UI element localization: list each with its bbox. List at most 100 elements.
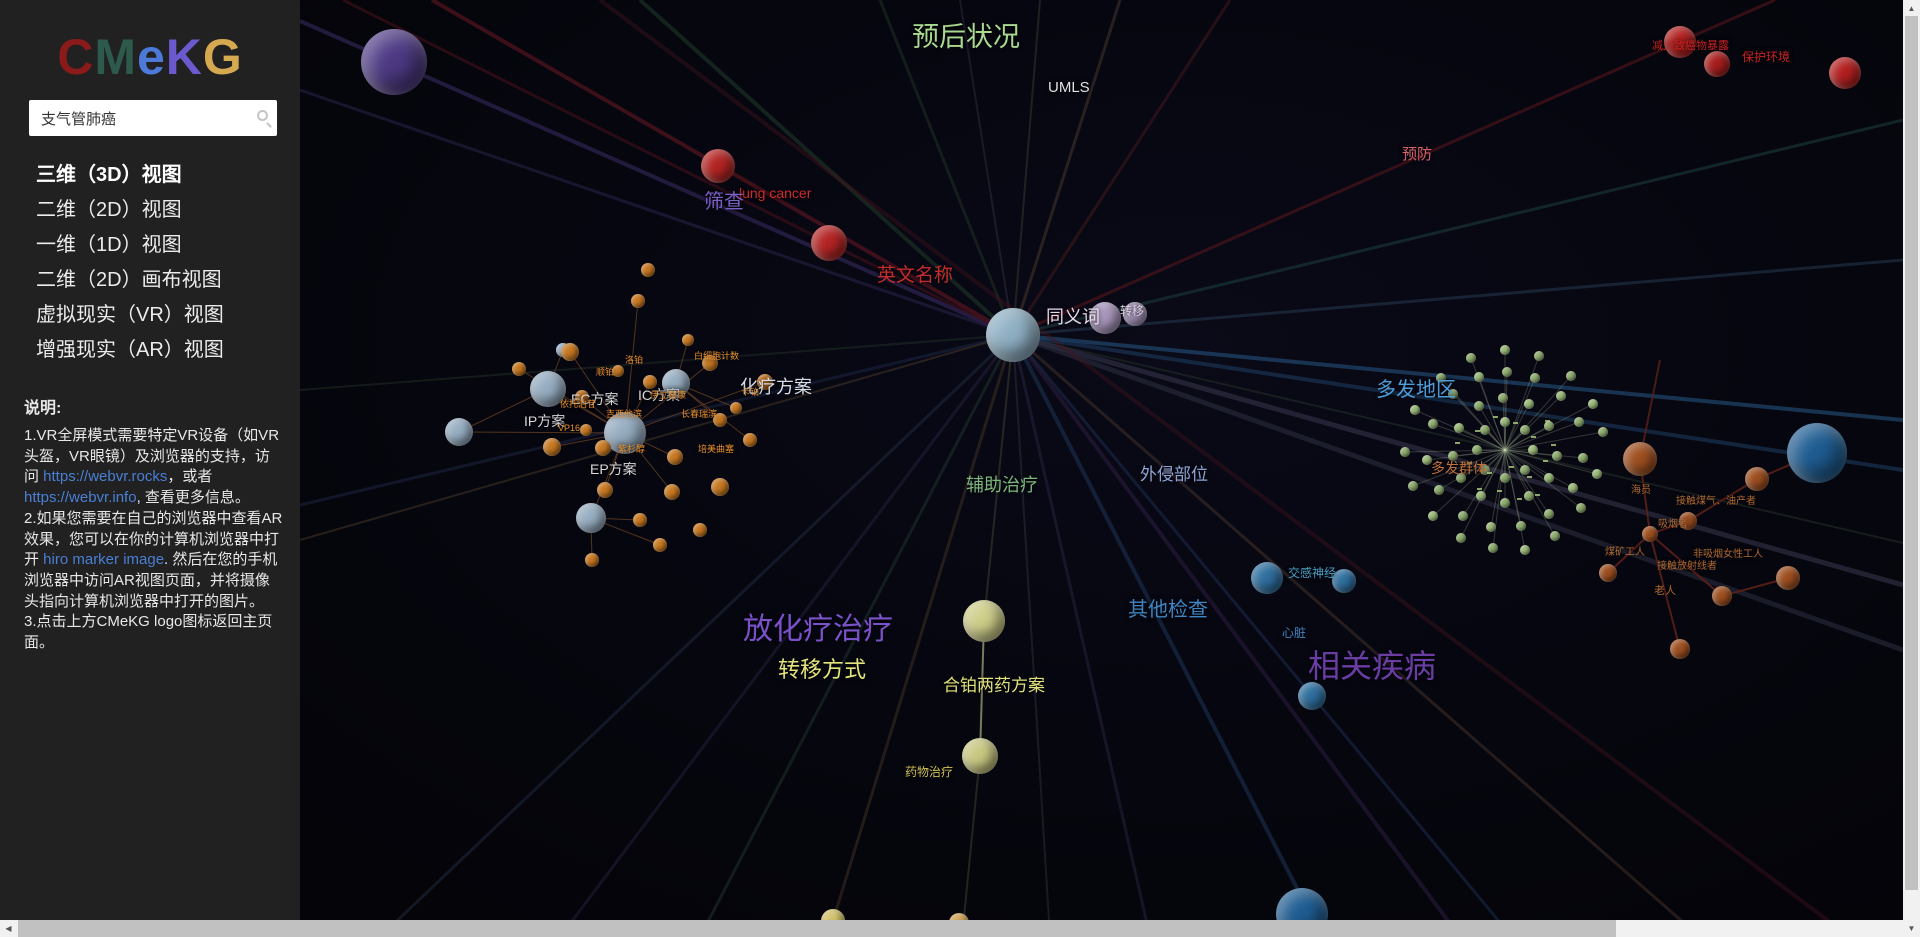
graph-node[interactable]	[1466, 353, 1476, 363]
graph-node[interactable]	[653, 538, 667, 552]
graph-node[interactable]	[664, 484, 680, 500]
graph-node[interactable]	[1599, 564, 1617, 582]
graph-node[interactable]	[1787, 423, 1847, 483]
sidebar-menu-item-4[interactable]: 虚拟现实（VR）视图	[36, 304, 224, 326]
graph-node[interactable]	[1574, 417, 1584, 427]
graph-node[interactable]	[631, 294, 645, 308]
scroll-down-icon[interactable]: ▼	[1907, 924, 1916, 933]
graph-node[interactable]	[1251, 562, 1283, 594]
sidebar-menu-item-2[interactable]: 一维（1D）视图	[36, 234, 182, 256]
instruction-link[interactable]: https://webvr.info	[24, 489, 137, 507]
graph-node[interactable]	[1400, 447, 1410, 457]
graph-node[interactable]	[1566, 371, 1576, 381]
graph-node[interactable]	[711, 478, 729, 496]
graph-node[interactable]	[667, 449, 683, 465]
graph-node[interactable]	[1123, 302, 1147, 326]
graph-node[interactable]	[730, 402, 742, 414]
graph-node[interactable]	[1474, 401, 1484, 411]
graph-node[interactable]	[585, 553, 599, 567]
graph-node[interactable]	[1500, 345, 1510, 355]
graph-node[interactable]	[1474, 372, 1484, 382]
graph-node[interactable]	[1410, 405, 1420, 415]
graph-node[interactable]	[1500, 473, 1510, 483]
graph-node[interactable]	[1089, 302, 1121, 334]
graph-node[interactable]	[1428, 511, 1438, 521]
graph-node[interactable]	[1528, 445, 1538, 455]
search-input[interactable]	[29, 100, 277, 136]
graph-node[interactable]	[1428, 419, 1438, 429]
graph-node[interactable]	[1829, 57, 1861, 89]
graph-node[interactable]	[597, 482, 613, 498]
graph-node[interactable]	[757, 374, 773, 390]
graph-node[interactable]	[1524, 491, 1534, 501]
graph-node[interactable]	[633, 513, 647, 527]
graph-node[interactable]	[1408, 481, 1418, 491]
graph-node[interactable]	[530, 371, 566, 407]
graph-node[interactable]	[1712, 586, 1732, 606]
graph-node[interactable]	[1592, 469, 1602, 479]
graph-node[interactable]	[1544, 473, 1554, 483]
graph-node[interactable]	[1534, 351, 1544, 361]
instruction-link[interactable]: hiro marker image	[43, 551, 165, 569]
graph-node[interactable]	[1588, 399, 1598, 409]
graph-node[interactable]	[821, 909, 845, 920]
graph-node[interactable]	[1598, 427, 1608, 437]
graph-node[interactable]	[1520, 425, 1530, 435]
graph-node[interactable]	[1568, 483, 1578, 493]
graph-node[interactable]	[713, 413, 727, 427]
graph-node[interactable]	[1576, 503, 1586, 513]
graph-node[interactable]	[1776, 566, 1800, 590]
graph-node[interactable]	[1486, 522, 1496, 532]
graph-node[interactable]	[604, 412, 646, 454]
graph-3d-canvas[interactable]: 预后状况 UMLS 预防 lung cancer 筛查 英文名称 同义词 转移 化疗方案 EC方案…	[0, 0, 1903, 920]
graph-node[interactable]	[1448, 451, 1458, 461]
graph-node[interactable]	[1516, 521, 1526, 531]
graph-node[interactable]	[1670, 639, 1690, 659]
graph-node[interactable]	[1422, 455, 1432, 465]
horizontal-scrollbar-thumb[interactable]	[18, 920, 1616, 937]
sidebar-menu-item-1[interactable]: 二维（2D）视图	[36, 199, 182, 221]
graph-node[interactable]	[1745, 467, 1769, 491]
graph-node[interactable]	[949, 913, 969, 920]
graph-node[interactable]	[1456, 473, 1466, 483]
graph-node[interactable]	[1550, 531, 1560, 541]
graph-node[interactable]	[1500, 498, 1510, 508]
graph-node[interactable]	[1480, 465, 1490, 475]
graph-node[interactable]	[1456, 533, 1466, 543]
graph-node[interactable]	[1552, 451, 1562, 461]
graph-node[interactable]	[662, 369, 690, 397]
instruction-link[interactable]: https://webvr.rocks	[43, 468, 168, 486]
vertical-scrollbar[interactable]: ▲ ▼	[1903, 0, 1920, 937]
graph-node[interactable]	[445, 418, 473, 446]
scroll-up-icon[interactable]: ▲	[1907, 4, 1916, 13]
graph-node[interactable]	[595, 440, 611, 456]
graph-node[interactable]	[1298, 682, 1326, 710]
graph-node[interactable]	[1664, 26, 1696, 58]
scroll-left-icon[interactable]: ◀	[5, 924, 12, 933]
graph-node[interactable]	[1520, 465, 1530, 475]
graph-node[interactable]	[1500, 417, 1510, 427]
graph-node[interactable]	[1578, 453, 1588, 463]
vertical-scrollbar-thumb[interactable]	[1905, 16, 1918, 890]
graph-node[interactable]	[512, 362, 526, 376]
graph-node[interactable]	[1472, 445, 1482, 455]
graph-node[interactable]	[1454, 423, 1464, 433]
graph-node[interactable]	[1704, 51, 1730, 77]
graph-node[interactable]	[1642, 526, 1658, 542]
graph-node[interactable]	[1488, 543, 1498, 553]
graph-node[interactable]	[643, 375, 657, 389]
graph-node[interactable]	[1544, 421, 1554, 431]
graph-node[interactable]	[1556, 391, 1566, 401]
graph-node[interactable]	[361, 29, 427, 95]
graph-node[interactable]	[1480, 425, 1490, 435]
graph-node[interactable]	[811, 225, 847, 261]
graph-node[interactable]	[1544, 509, 1554, 519]
graph-node[interactable]	[743, 433, 757, 447]
graph-node[interactable]	[1498, 393, 1508, 403]
graph-node[interactable]	[580, 424, 592, 436]
graph-node[interactable]	[1524, 399, 1534, 409]
graph-node[interactable]	[1502, 367, 1512, 377]
graph-node[interactable]	[575, 390, 589, 404]
search-icon[interactable]	[257, 110, 268, 121]
sidebar-menu-item-3[interactable]: 二维（2D）画布视图	[36, 269, 222, 291]
